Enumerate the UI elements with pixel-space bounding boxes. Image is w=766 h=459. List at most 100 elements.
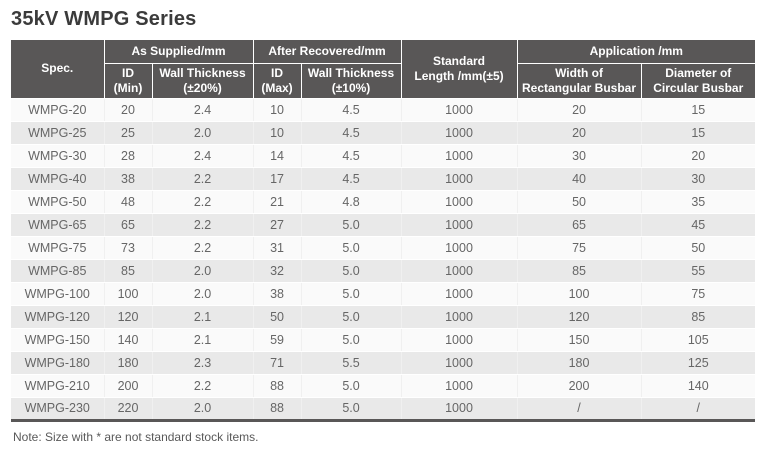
value-cell: 2.1 bbox=[152, 305, 254, 329]
value-cell: 2.2 bbox=[152, 213, 254, 237]
value-cell: 2.0 bbox=[152, 121, 254, 145]
spec-cell: WMPG-150 bbox=[11, 328, 105, 352]
value-cell: 65 bbox=[517, 213, 642, 237]
value-cell: 48 bbox=[104, 190, 153, 214]
footnote: Note: Size with * are not standard stock… bbox=[13, 429, 259, 444]
table-row: WMPG-230 220 2.0 88 5.0 1000// bbox=[11, 397, 756, 422]
header-as-supplied: As Supplied/mm bbox=[103, 40, 254, 64]
value-cell: 5.0 bbox=[301, 397, 402, 422]
header-standard-length-line2: Length /mm(±5) bbox=[414, 68, 504, 83]
value-cell: 1000 bbox=[401, 236, 518, 260]
table-row: WMPG-25 25 2.0 10 4.5 1000 20 15 bbox=[11, 121, 756, 145]
table-row: WMPG-40 38 2.2 17 4.5 1000 40 30 bbox=[11, 167, 756, 191]
spec-cell: WMPG-180 bbox=[11, 351, 105, 375]
header-sub-row: ID (Min) Wall Thickness (±20%) ID (Max) … bbox=[11, 62, 756, 99]
value-cell: 71 bbox=[253, 351, 302, 375]
value-cell: 5.0 bbox=[301, 305, 402, 329]
value-cell: 27 bbox=[253, 213, 302, 237]
value-cell: 88 bbox=[253, 374, 302, 398]
value-cell: 180 bbox=[104, 351, 153, 375]
value-cell: 2.3 bbox=[152, 351, 254, 375]
value-cell: 59 bbox=[253, 328, 302, 352]
value-cell: 31 bbox=[253, 236, 302, 260]
value-cell: 32 bbox=[253, 259, 302, 283]
value-cell: 1000 bbox=[401, 282, 518, 306]
header-spec: Spec. bbox=[11, 40, 105, 99]
value-cell: 2.2 bbox=[152, 167, 254, 191]
value-cell: 85 bbox=[517, 259, 642, 283]
header-after-recovered: After Recovered/mm bbox=[252, 40, 402, 64]
value-cell: 5.0 bbox=[301, 328, 402, 352]
table-row: WMPG-120 120 2.1 50 5.0 1000 120 85 bbox=[11, 305, 756, 329]
header-wall-thickness-20: Wall Thickness (±20%) bbox=[151, 62, 254, 99]
value-cell: 30 bbox=[517, 144, 642, 168]
value-cell: 17 bbox=[253, 167, 302, 191]
table-row: WMPG-75 73 2.2 31 5.0 1000 75 50 bbox=[11, 236, 756, 260]
value-cell: 35 bbox=[641, 190, 756, 214]
value-cell: 2.1 bbox=[152, 328, 254, 352]
header-id-min-line2: (Min) bbox=[113, 80, 143, 95]
value-cell: 73 bbox=[104, 236, 153, 260]
value-cell: 120 bbox=[517, 305, 642, 329]
value-cell: 1000 bbox=[401, 397, 518, 422]
value-cell: 1000 bbox=[401, 121, 518, 145]
value-cell: 120 bbox=[104, 305, 153, 329]
value-cell: 20 bbox=[517, 98, 642, 122]
value-cell: 21 bbox=[253, 190, 302, 214]
value-cell: 5.0 bbox=[301, 213, 402, 237]
value-cell: 5.0 bbox=[301, 236, 402, 260]
value-cell: 2.2 bbox=[152, 236, 254, 260]
value-cell: 50 bbox=[517, 190, 642, 214]
page-title: 35kV WMPG Series bbox=[11, 8, 197, 30]
header-wall-thickness-10-line2: (±10%) bbox=[331, 80, 371, 95]
header-width-rectangular-busbar-line2: Rectangular Busbar bbox=[522, 80, 637, 95]
value-cell: 50 bbox=[253, 305, 302, 329]
value-cell: 5.0 bbox=[301, 282, 402, 306]
spec-cell: WMPG-85 bbox=[11, 259, 105, 283]
header-wall-thickness-20-line1: Wall Thickness bbox=[159, 65, 246, 80]
value-cell: / bbox=[517, 397, 642, 422]
spec-cell: WMPG-120 bbox=[11, 305, 105, 329]
spec-cell: WMPG-50 bbox=[11, 190, 105, 214]
spec-cell: WMPG-20 bbox=[11, 98, 105, 122]
spec-cell: WMPG-65 bbox=[11, 213, 105, 237]
value-cell: 140 bbox=[104, 328, 153, 352]
value-cell: 4.5 bbox=[301, 144, 402, 168]
value-cell: 1000 bbox=[401, 144, 518, 168]
value-cell: 125 bbox=[641, 351, 756, 375]
value-cell: 1000 bbox=[401, 98, 518, 122]
value-cell: 4.8 bbox=[301, 190, 402, 214]
value-cell: 10 bbox=[253, 121, 302, 145]
value-cell: 180 bbox=[517, 351, 642, 375]
header-wall-thickness-10: Wall Thickness (±10%) bbox=[300, 62, 402, 99]
value-cell: 88 bbox=[253, 397, 302, 422]
header-application: Application /mm bbox=[516, 40, 756, 64]
value-cell: 30 bbox=[641, 167, 756, 191]
table-row: WMPG-85 85 2.0 32 5.0 1000 85 55 bbox=[11, 259, 756, 283]
value-cell: 25 bbox=[104, 121, 153, 145]
value-cell: 1000 bbox=[401, 259, 518, 283]
value-cell: 2.0 bbox=[152, 282, 254, 306]
value-cell: 15 bbox=[641, 98, 756, 122]
table-row: WMPG-150 140 2.1 59 5.0 1000 150 105 bbox=[11, 328, 756, 352]
header-width-rectangular-busbar-line1: Width of bbox=[555, 65, 603, 80]
value-cell: 4.5 bbox=[301, 167, 402, 191]
table-row: WMPG-20 20 2.4 10 4.5 1000 20 15 bbox=[11, 98, 756, 122]
value-cell: 2.2 bbox=[152, 374, 254, 398]
value-cell: 1000 bbox=[401, 190, 518, 214]
spec-cell: WMPG-40 bbox=[11, 167, 105, 191]
value-cell: 200 bbox=[104, 374, 153, 398]
value-cell: / bbox=[641, 397, 756, 422]
value-cell: 100 bbox=[104, 282, 153, 306]
table-row: WMPG-65 65 2.2 27 5.0 1000 65 45 bbox=[11, 213, 756, 237]
value-cell: 55 bbox=[641, 259, 756, 283]
value-cell: 140 bbox=[641, 374, 756, 398]
value-cell: 4.5 bbox=[301, 98, 402, 122]
value-cell: 1000 bbox=[401, 167, 518, 191]
value-cell: 2.4 bbox=[152, 98, 254, 122]
value-cell: 38 bbox=[104, 167, 153, 191]
value-cell: 100 bbox=[517, 282, 642, 306]
header-id-min-line1: ID bbox=[122, 65, 134, 80]
value-cell: 85 bbox=[641, 305, 756, 329]
